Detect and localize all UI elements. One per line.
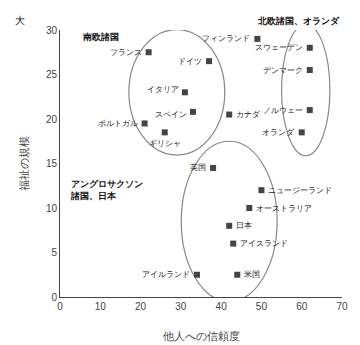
svg-text:10: 10 <box>46 203 58 214</box>
svg-text:50: 50 <box>256 301 268 312</box>
svg-text:ノルウェー: ノルウェー <box>263 106 303 115</box>
svg-text:南欧諸国: 南欧諸国 <box>82 32 119 42</box>
svg-text:20: 20 <box>135 301 147 312</box>
svg-text:10: 10 <box>95 301 107 312</box>
svg-text:40: 40 <box>216 301 228 312</box>
svg-text:ドイツ: ドイツ <box>178 57 202 66</box>
svg-text:オランダ: オランダ <box>262 128 295 137</box>
svg-text:0: 0 <box>57 301 63 312</box>
svg-text:大: 大 <box>15 15 25 26</box>
svg-text:アングロサクソン諸国、日本: アングロサクソン諸国、日本 <box>70 179 143 201</box>
svg-text:日本: 日本 <box>236 221 252 230</box>
svg-text:スペイン: スペイン <box>155 110 187 119</box>
svg-text:30: 30 <box>46 25 58 36</box>
svg-text:ポルトガル: ポルトガル <box>98 119 138 128</box>
svg-text:福祉の規模: 福祉の規模 <box>18 136 30 191</box>
svg-text:5: 5 <box>51 247 57 258</box>
svg-text:北欧諸国、オランダ: 北欧諸国、オランダ <box>257 16 340 26</box>
svg-text:フィンランド: フィンランド <box>202 34 250 43</box>
svg-text:15: 15 <box>46 158 58 169</box>
svg-text:スウェーデン: スウェーデン <box>255 43 303 52</box>
svg-text:オーストラリア: オーストラリア <box>256 204 312 213</box>
svg-text:英国: 英国 <box>190 163 206 172</box>
svg-text:20: 20 <box>46 114 58 125</box>
svg-text:0: 0 <box>51 292 57 303</box>
svg-text:他人への信頼度: 他人への信頼度 <box>163 330 240 342</box>
svg-text:ギリシャ: ギリシャ <box>149 139 181 148</box>
svg-text:イタリア: イタリア <box>147 85 179 94</box>
svg-text:30: 30 <box>175 301 187 312</box>
svg-text:60: 60 <box>296 301 308 312</box>
svg-text:米国: 米国 <box>244 270 260 279</box>
svg-text:25: 25 <box>46 69 58 80</box>
svg-text:フランス: フランス <box>110 48 142 57</box>
svg-text:70: 70 <box>336 301 348 312</box>
svg-text:アイルランド: アイルランド <box>142 270 190 279</box>
svg-text:デンマーク: デンマーク <box>263 66 303 75</box>
svg-text:カナダ: カナダ <box>236 110 261 119</box>
svg-text:ニュージーランド: ニュージーランド <box>268 186 332 195</box>
svg-text:アイスランド: アイスランド <box>240 239 288 248</box>
